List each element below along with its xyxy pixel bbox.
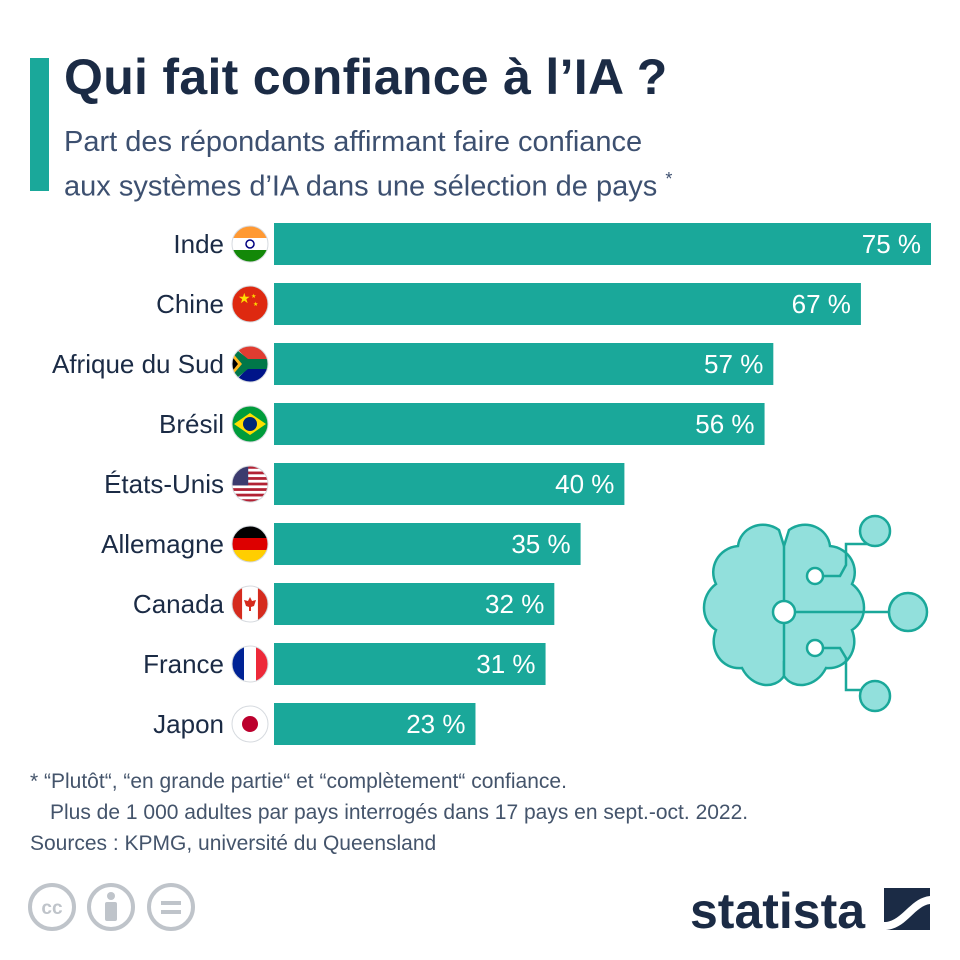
title-accent-bar — [30, 58, 49, 191]
creative-commons-icon[interactable]: cc — [28, 883, 76, 931]
svg-text:cc: cc — [41, 898, 63, 919]
license-icons[interactable]: cc — [28, 882, 198, 932]
bar — [274, 403, 765, 445]
bar — [274, 283, 861, 325]
subtitle-line-2: aux systèmes d’IA dans une sélection de … — [64, 161, 824, 206]
brain-circuit-icon — [702, 514, 929, 713]
no-derivatives-icon[interactable] — [147, 883, 195, 931]
svg-text:★: ★ — [251, 293, 256, 300]
footnote-definition: * “Plutôt“, “en grande partie“ et “compl… — [30, 770, 567, 793]
value-label: 75 % — [862, 229, 921, 259]
bar — [274, 703, 476, 745]
bar-row: Allemagne 35 % — [101, 523, 581, 565]
bar-row: Canada 32 % — [133, 583, 555, 625]
bar — [274, 463, 625, 505]
canada-flag-icon — [231, 585, 269, 623]
value-label: 31 % — [476, 649, 535, 679]
value-label: 32 % — [485, 589, 544, 619]
bar — [274, 343, 774, 385]
bar-row: Afrique du Sud 57 % — [52, 343, 774, 385]
svg-text:★: ★ — [238, 291, 251, 307]
category-label: Brésil — [159, 409, 224, 439]
sources: Sources : KPMG, université du Queensland — [30, 832, 437, 855]
chart-footnote: * “Plutôt“, “en grande partie“ et “compl… — [30, 766, 930, 859]
page-title: Qui fait confiance à l’IA ? — [64, 49, 668, 105]
subtitle: Part des répondants affirmant faire conf… — [64, 124, 824, 206]
subtitle-asterisk: * — [665, 169, 673, 189]
bar-row: Brésil 56 % — [159, 403, 765, 445]
category-label: Inde — [173, 229, 224, 259]
category-label: France — [143, 649, 224, 679]
brazil-flag-icon — [231, 405, 269, 443]
bar-chart: Inde 75 %Chine 67 %★ ★★Afrique du Sud 57 %Br… — [52, 223, 931, 745]
bar-row: Inde 75 % — [173, 223, 931, 265]
bar-row: France 31 % — [143, 643, 546, 685]
bars-layer: Inde 75 %Chine 67 %★ ★★Afrique du Sud 57 %Br… — [52, 223, 931, 745]
footnote-methodology: Plus de 1 000 adultes par pays interrogé… — [50, 801, 749, 824]
category-label: Canada — [133, 589, 225, 619]
value-label: 40 % — [555, 469, 614, 499]
bar-row: Chine 67 % ★ ★★ — [156, 283, 861, 325]
value-label: 67 % — [792, 289, 851, 319]
category-label: États-Unis — [104, 469, 224, 499]
value-label: 56 % — [695, 409, 754, 439]
india-flag-icon — [231, 225, 269, 263]
bar-row: Japon 23 % — [153, 703, 476, 745]
svg-text:★: ★ — [253, 301, 258, 308]
bar-row: États-Unis 40 % — [104, 463, 625, 505]
subtitle-line-2-text: aux systèmes d’IA dans une sélection de … — [64, 170, 658, 203]
germany-flag-icon — [231, 525, 269, 563]
subtitle-line-1: Part des répondants affirmant faire conf… — [64, 126, 643, 158]
statista-logo[interactable]: statista — [688, 878, 938, 938]
china-flag-icon: ★ ★★ — [231, 285, 269, 323]
attribution-icon[interactable] — [87, 883, 135, 931]
brand-wordmark: statista — [690, 883, 866, 938]
category-label: Japon — [153, 709, 224, 739]
bar — [274, 583, 555, 625]
statista-mark-icon — [884, 888, 930, 930]
usa-flag-icon — [231, 465, 269, 503]
value-label: 35 % — [511, 529, 570, 559]
japan-flag-icon — [231, 705, 269, 743]
bar — [274, 643, 546, 685]
value-label: 57 % — [704, 349, 763, 379]
value-label: 23 % — [406, 709, 465, 739]
bar — [274, 523, 581, 565]
category-label: Afrique du Sud — [52, 349, 224, 379]
south-africa-flag-icon — [231, 345, 269, 383]
category-label: Chine — [156, 289, 224, 319]
bar — [274, 223, 931, 265]
france-flag-icon — [231, 645, 269, 683]
category-label: Allemagne — [101, 529, 224, 559]
